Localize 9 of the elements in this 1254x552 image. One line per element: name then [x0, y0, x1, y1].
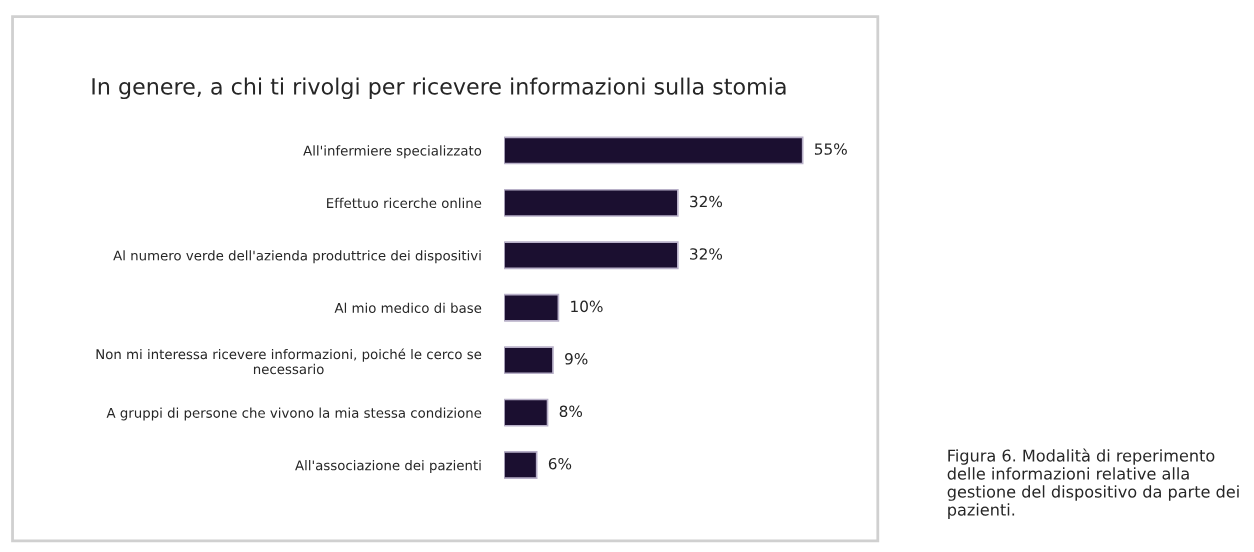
bar	[504, 293, 560, 322]
text: Figura 6. Modalità di reperimento delle informazioni relative alla gestione del dispositivo da parte dei pazienti.	[947, 448, 1239, 519]
bar	[504, 451, 538, 480]
bar	[504, 398, 549, 427]
bar	[504, 346, 554, 375]
bar	[504, 188, 679, 217]
bar	[504, 136, 804, 165]
bar	[504, 241, 679, 270]
chart-title: In genere, a chi ti rivolgi per ricevere informazioni sulla stomia	[92, 77, 786, 100]
